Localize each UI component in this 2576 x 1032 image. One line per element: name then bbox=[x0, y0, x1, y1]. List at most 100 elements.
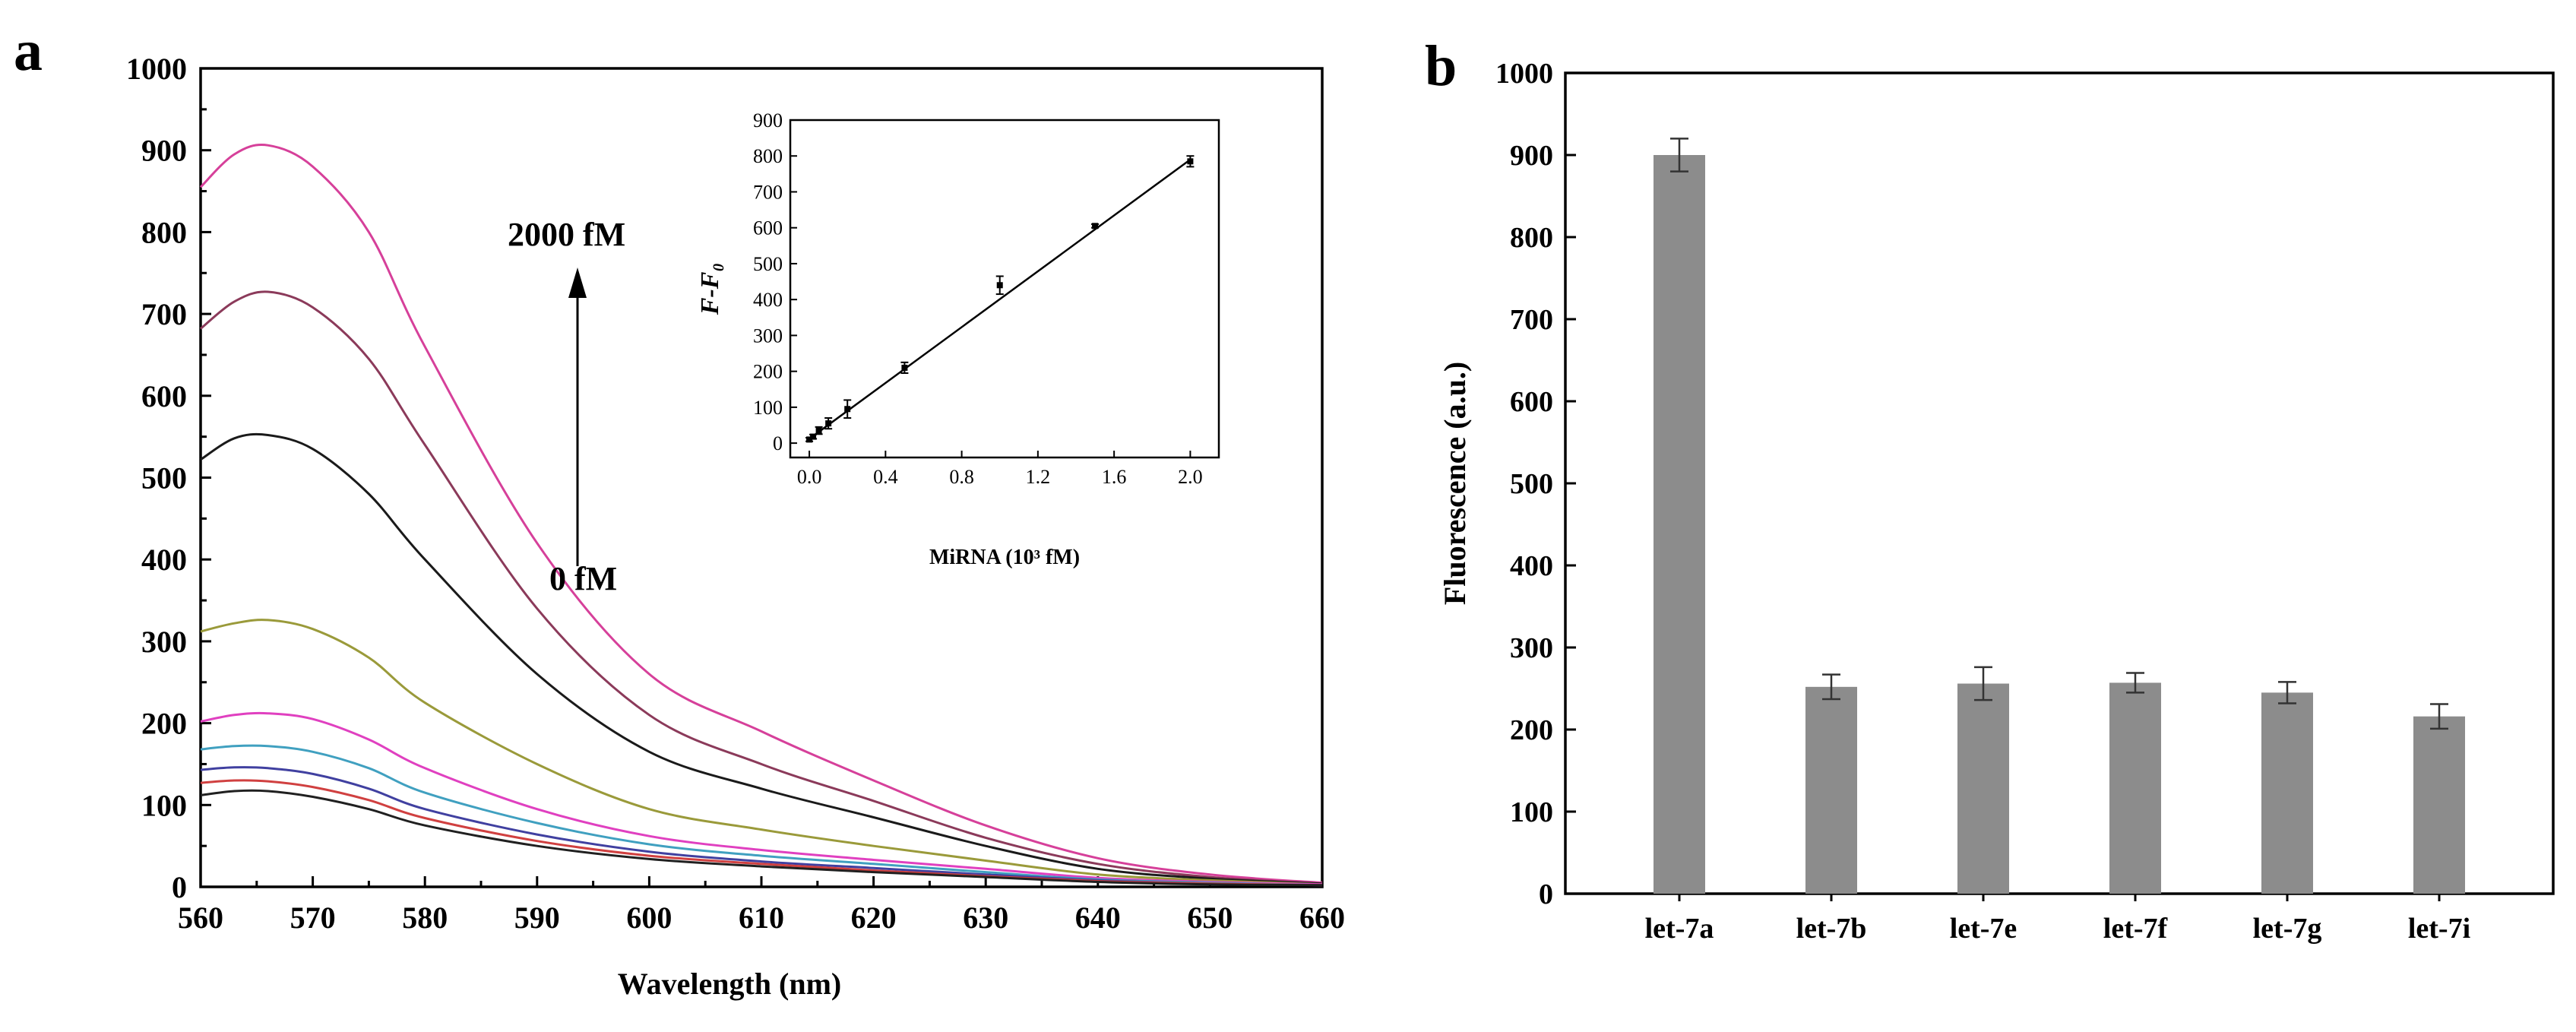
spectra-y-tick-label: 600 bbox=[141, 379, 187, 413]
inset-y-tick-label: 800 bbox=[753, 145, 783, 167]
selectivity-y-tick-label: 500 bbox=[1510, 468, 1553, 500]
inset-y-tick-label: 900 bbox=[753, 109, 783, 131]
inset-x-tick-label: 0.0 bbox=[797, 466, 822, 488]
panel-label-a: a bbox=[14, 19, 43, 83]
spectra-curves bbox=[199, 144, 1323, 887]
selectivity-y-axis-label: Fluorescence (a.u.) bbox=[1438, 362, 1472, 605]
spectra-x-tick-label: 580 bbox=[402, 901, 448, 935]
spectra-y-tick-label: 0 bbox=[172, 870, 187, 904]
selectivity-y-tick-label: 700 bbox=[1510, 304, 1553, 336]
inset-y-tick-label: 300 bbox=[753, 324, 783, 347]
bar-let-7i bbox=[2413, 716, 2465, 894]
inset-fit-line bbox=[809, 158, 1191, 440]
annotation-0-fm: 0 fM bbox=[549, 560, 617, 597]
inset-data-point bbox=[901, 364, 908, 371]
spectrum-curve-2000-fm bbox=[199, 144, 1323, 885]
selectivity-bars bbox=[1654, 138, 2465, 894]
inset-data-point bbox=[825, 420, 832, 427]
inset-data-point bbox=[806, 436, 813, 443]
selectivity-x-tick-label: let-7f bbox=[2103, 913, 2169, 945]
selectivity-x-tick-label: let-7g bbox=[2253, 913, 2322, 945]
inset-y-tick-label: 500 bbox=[753, 253, 783, 275]
inset-y-ticks: 0 100 200 300 400 500 600 700 800 900 bbox=[753, 109, 797, 454]
spectra-y-tick-label: 300 bbox=[141, 625, 187, 659]
inset-data-point bbox=[810, 433, 817, 440]
spectrum-curve-1000-fm bbox=[200, 432, 1323, 885]
spectrum-curve-20-fm bbox=[200, 779, 1323, 887]
selectivity-x-tick-label: let-7i bbox=[2408, 913, 2470, 945]
selectivity-y-tick-label: 1000 bbox=[1495, 58, 1553, 90]
spectra-x-tick-label: 630 bbox=[963, 901, 1008, 935]
spectra-x-tick-label: 590 bbox=[514, 901, 560, 935]
spectra-y-tick-label: 100 bbox=[141, 788, 187, 822]
spectra-y-tick-label: 1000 bbox=[126, 52, 187, 86]
selectivity-y-tick-label: 800 bbox=[1510, 222, 1553, 254]
inset-x-tick-label: 2.0 bbox=[1178, 466, 1203, 488]
spectra-x-ticks: 560 570 580 590 600 610 620 630 640 650 660 bbox=[178, 876, 1345, 935]
selectivity-plot-frame bbox=[1564, 71, 2555, 895]
bar-let-7a bbox=[1654, 155, 1705, 894]
inset-points bbox=[805, 155, 1195, 443]
selectivity-y-tick-label: 200 bbox=[1510, 714, 1553, 746]
bar-let-7f bbox=[2109, 682, 2161, 894]
spectra-x-axis-label: Wavelength (nm) bbox=[618, 967, 841, 1001]
spectra-y-tick-label: 400 bbox=[141, 543, 187, 577]
inset-y-tick-label: 0 bbox=[773, 432, 783, 454]
selectivity-x-tick-label: let-7a bbox=[1645, 913, 1714, 945]
spectra-x-tick-label: 570 bbox=[290, 901, 336, 935]
inset-y-tick-label: 600 bbox=[753, 217, 783, 239]
selectivity-x-tick-label: let-7b bbox=[1796, 913, 1867, 945]
inset-data-point bbox=[844, 406, 851, 413]
inset-y-tick-label: 400 bbox=[753, 289, 783, 311]
selectivity-x-ticks: let-7a let-7b let-7e let-7f let-7g let-7i bbox=[1645, 894, 2470, 945]
spectra-y-ticks: 0 100 200 300 400 500 600 700 800 900 1000 bbox=[126, 52, 211, 904]
inset-plot-frame bbox=[789, 119, 1220, 459]
selectivity-y-tick-label: 300 bbox=[1510, 632, 1553, 664]
spectra-x-tick-label: 560 bbox=[178, 901, 223, 935]
spectra-y-tick-label: 900 bbox=[141, 134, 187, 168]
inset-x-ticks: 0.0 0.4 0.8 1.2 1.6 2.0 bbox=[797, 451, 1203, 488]
inset-y-tick-label: 100 bbox=[753, 397, 783, 419]
selectivity-y-tick-label: 400 bbox=[1510, 550, 1553, 582]
spectrum-curve-1500-fm bbox=[200, 290, 1323, 885]
spectra-y-tick-label: 500 bbox=[141, 461, 187, 495]
inset-data-point bbox=[1187, 158, 1194, 165]
spectra-x-tick-label: 640 bbox=[1075, 901, 1121, 935]
inset-data-point bbox=[1092, 223, 1099, 230]
spectrum-curve-500-fm bbox=[200, 619, 1323, 886]
calibration-inset-chart: 0 100 200 300 400 500 600 700 800 900 0.0 0.4 0.8 1.… bbox=[696, 109, 1220, 569]
spectra-x-tick-label: 660 bbox=[1299, 901, 1345, 935]
spectrum-curve-200-fm bbox=[200, 711, 1323, 886]
inset-data-point bbox=[996, 282, 1003, 289]
inset-x-tick-label: 0.4 bbox=[873, 466, 898, 488]
bar-let-7b bbox=[1805, 686, 1857, 894]
spectra-x-tick-label: 600 bbox=[626, 901, 672, 935]
inset-y-axis-label: F-F₀ bbox=[696, 263, 724, 316]
spectra-x-tick-label: 610 bbox=[739, 901, 784, 935]
annotation-2000-fm: 2000 fM bbox=[508, 216, 625, 253]
inset-y-tick-label: 200 bbox=[753, 361, 783, 383]
bar-let-7e bbox=[1957, 683, 2009, 894]
selectivity-y-tick-label: 100 bbox=[1510, 796, 1553, 828]
inset-x-tick-label: 1.2 bbox=[1026, 466, 1051, 488]
selectivity-y-tick-label: 600 bbox=[1510, 386, 1553, 418]
inset-x-tick-label: 0.8 bbox=[949, 466, 974, 488]
spectra-y-tick-label: 200 bbox=[141, 707, 187, 741]
selectivity-y-ticks: 0 100 200 300 400 500 600 700 800 900 1000 bbox=[1495, 58, 1576, 910]
spectra-y-tick-label: 700 bbox=[141, 297, 187, 331]
selectivity-y-tick-label: 900 bbox=[1510, 140, 1553, 172]
bar-let-7g bbox=[2261, 692, 2313, 894]
inset-x-axis-label: MiRNA (10³ fM) bbox=[929, 546, 1080, 569]
selectivity-y-tick-label: 0 bbox=[1539, 878, 1553, 910]
spectrum-curve-0-fm bbox=[200, 789, 1323, 887]
inset-y-tick-label: 700 bbox=[753, 181, 783, 203]
inset-data-point bbox=[815, 427, 822, 434]
spectra-y-tick-label: 800 bbox=[141, 215, 187, 249]
panel-label-b: b bbox=[1425, 34, 1457, 98]
selectivity-x-tick-label: let-7e bbox=[1950, 913, 2017, 945]
inset-x-tick-label: 1.6 bbox=[1102, 466, 1127, 488]
spectra-x-tick-label: 620 bbox=[851, 901, 897, 935]
